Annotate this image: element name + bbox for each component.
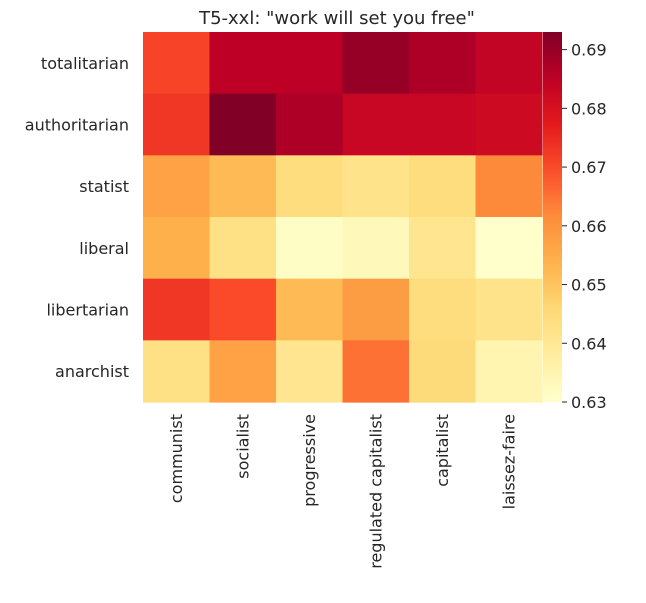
column-labels: communist socialist progressive regulated c… [167, 414, 519, 569]
heatmap-cell [276, 155, 344, 218]
heatmap-cell [342, 340, 410, 403]
heatmap-cell [409, 93, 477, 156]
row-label: anarchist [55, 362, 129, 381]
heatmap-cell [409, 340, 477, 403]
colorbar-tick-label: 0.63 [571, 393, 607, 412]
heatmap-cell [342, 155, 410, 218]
row-label: libertarian [46, 301, 129, 320]
heatmap-cell [475, 217, 543, 280]
row-label: liberal [79, 239, 129, 258]
heatmap-cell [276, 93, 344, 156]
colorbar-tick-label: 0.65 [571, 276, 607, 295]
heatmap-cell [475, 340, 543, 403]
heatmap-cell [209, 32, 277, 95]
heatmap-cell [143, 340, 211, 403]
colorbar-tick-label: 0.64 [571, 334, 607, 353]
colorbar-tick-label: 0.66 [571, 217, 607, 236]
heatmap-cell [276, 217, 344, 280]
heatmap-cell [209, 278, 277, 341]
row-label: authoritarian [25, 116, 129, 135]
column-label: regulated capitalist [367, 414, 386, 569]
row-labels: totalitarian authoritarian statist liberal l… [25, 54, 129, 381]
heatmap-cell [276, 340, 344, 403]
column-label: laissez-faire [500, 414, 519, 509]
heatmap-cell [209, 217, 277, 280]
heatmap-cell [342, 217, 410, 280]
colorbar-tick-label: 0.68 [571, 99, 607, 118]
heatmap-cells [143, 32, 543, 403]
heatmap-cell [342, 32, 410, 95]
row-label: statist [79, 177, 129, 196]
heatmap-cell [143, 93, 211, 156]
heatmap-cell [143, 32, 211, 95]
heatmap-cell [276, 32, 344, 95]
heatmap-cell [475, 278, 543, 341]
heatmap-cell [143, 217, 211, 280]
heatmap-cell [475, 32, 543, 95]
colorbar-gradient [543, 32, 562, 402]
heatmap-cell [342, 93, 410, 156]
column-label: progressive [300, 414, 319, 507]
heatmap-cell [276, 278, 344, 341]
column-label: capitalist [433, 414, 452, 487]
heatmap-cell [209, 155, 277, 218]
heatmap-cell [409, 155, 477, 218]
heatmap-cell [475, 155, 543, 218]
heatmap-cell [409, 278, 477, 341]
heatmap-cell [409, 32, 477, 95]
heatmap-cell [342, 278, 410, 341]
colorbar-tick-label: 0.67 [571, 158, 607, 177]
heatmap-cell [409, 217, 477, 280]
heatmap-cell [143, 155, 211, 218]
heatmap-cell [209, 340, 277, 403]
chart-title: T5-xxl: "work will set you free" [198, 8, 475, 29]
colorbar: 0.63 0.64 0.65 0.66 0.67 0.68 0.69 [543, 32, 607, 412]
column-label: communist [167, 414, 186, 503]
colorbar-tick-label: 0.69 [571, 41, 607, 60]
column-label: socialist [234, 414, 253, 479]
row-label: totalitarian [41, 54, 129, 73]
heatmap-cell [209, 93, 277, 156]
heatmap-cell [143, 278, 211, 341]
heatmap-cell [475, 93, 543, 156]
